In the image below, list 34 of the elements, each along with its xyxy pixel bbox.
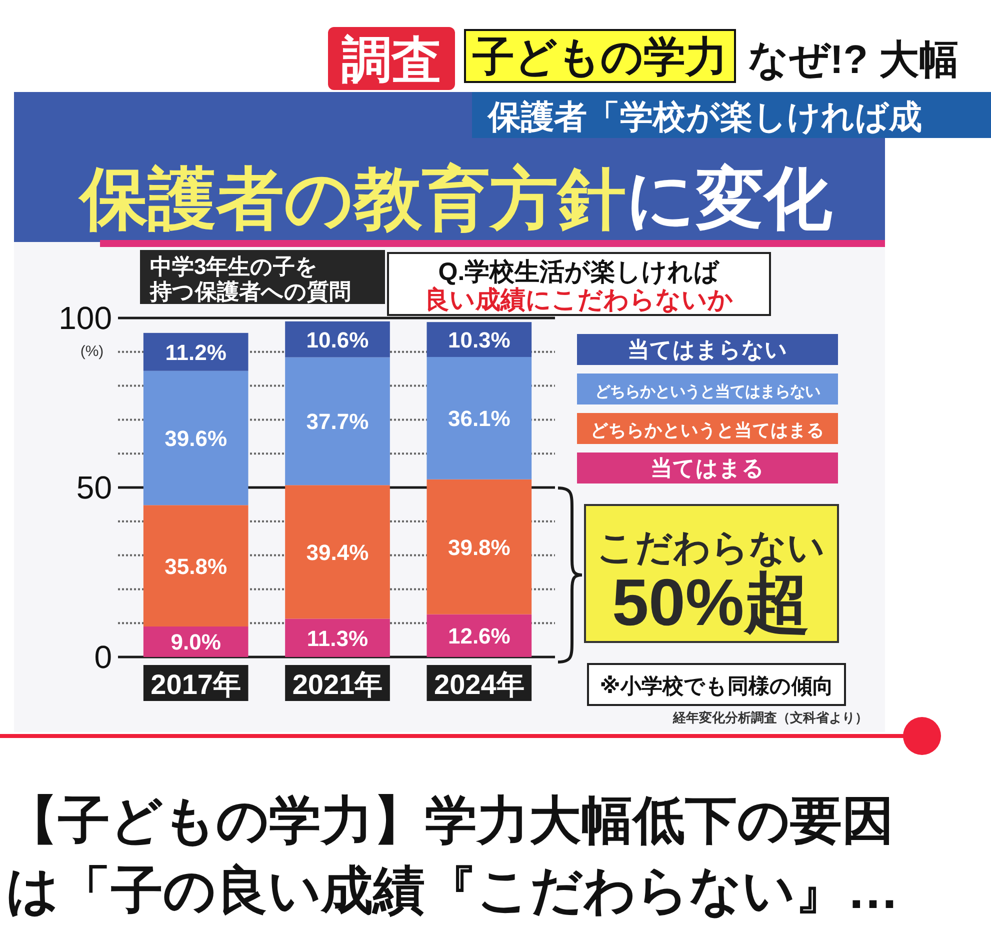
- annotation: 調査: [342, 32, 442, 88]
- xtick-label: 2021年: [292, 669, 383, 700]
- xtick-label: 2017年: [150, 669, 241, 700]
- annotation: 【子どもの学力】学力大幅低下の要因は「子の良い成績『こだわらない』…: [6, 792, 899, 920]
- data-label: 39.4%: [306, 540, 369, 565]
- xtick-label: 2024年: [434, 669, 524, 700]
- legend-label: 当てはまる: [650, 456, 764, 480]
- annotation: 経年変化分析調査（文科省より）: [673, 710, 868, 725]
- data-label: 39.8%: [448, 534, 510, 560]
- legend-label: 当てはまらない: [628, 337, 788, 362]
- title: 保護者の教育方針に変化: [80, 161, 832, 237]
- ylabel: (%): [80, 343, 104, 360]
- legend-label: どちらかというと当てはまらない: [595, 384, 820, 400]
- annotation: こだわらない 50%超: [597, 527, 825, 639]
- annotation: 中学3年生の子を持つ保護者への質問: [150, 254, 351, 304]
- data-label: 39.6%: [164, 426, 228, 451]
- data-label: 10.6%: [306, 327, 369, 352]
- annotation: なぜ!? 大幅: [748, 38, 959, 82]
- annotation: Q.学校生活が楽しければ良い成績にこだわらないか: [424, 258, 734, 314]
- ytick-label: 50: [76, 470, 112, 506]
- ytick-label: 100: [58, 300, 112, 336]
- data-label: 12.6%: [448, 624, 510, 649]
- data-label: 10.3%: [448, 328, 510, 353]
- data-label: 35.8%: [164, 554, 228, 579]
- data-label: 9.0%: [170, 630, 221, 655]
- data-label: 37.7%: [306, 409, 369, 434]
- annotation: ※小学校でも同様の傾向: [600, 675, 834, 698]
- data-label: 11.3%: [306, 626, 368, 651]
- data-label: 11.2%: [165, 340, 226, 365]
- data-label: 36.1%: [448, 406, 510, 432]
- ytick-label: 0: [94, 639, 112, 675]
- annotation: 子どもの学力: [472, 33, 728, 80]
- annotation: 保護者「学校が楽しければ成: [488, 98, 922, 135]
- legend-label: どちらかというと当てはまる: [590, 420, 824, 440]
